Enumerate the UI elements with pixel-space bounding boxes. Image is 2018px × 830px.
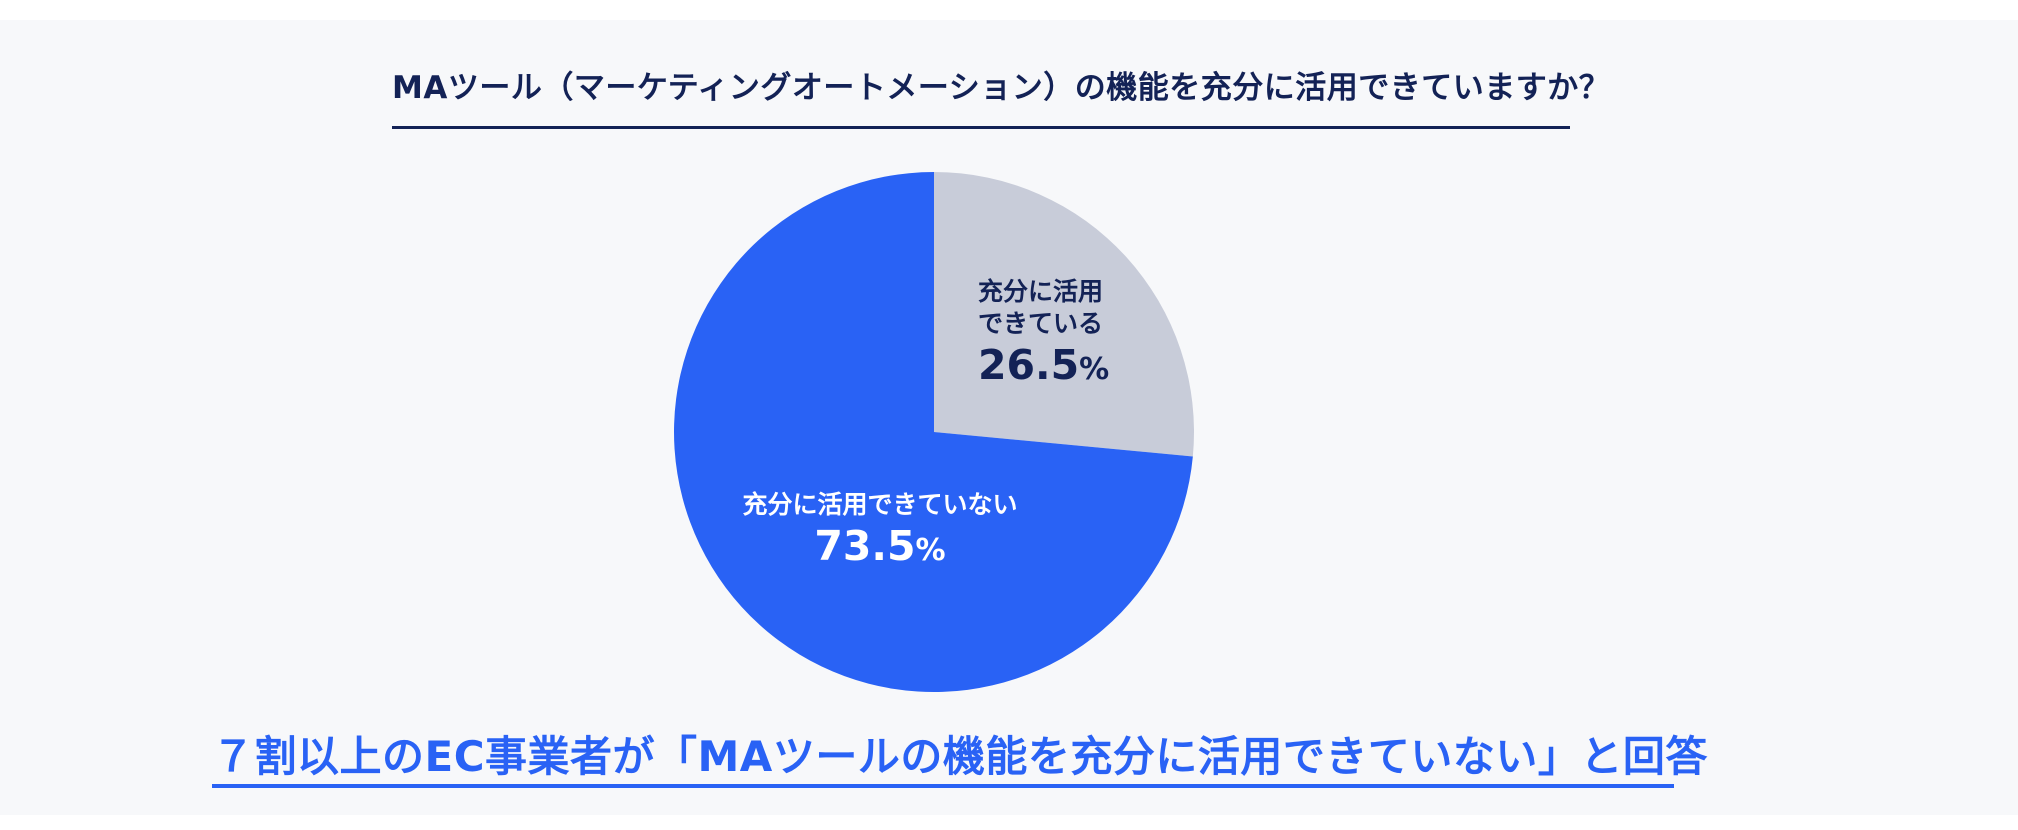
slice-value-unit: % xyxy=(915,533,946,568)
slice-label-not-using-fully: 充分に活用できていない 73.5% xyxy=(700,489,1060,576)
conclusion-underline xyxy=(212,784,1674,788)
chart-title: MAツール（マーケティングオートメーション）の機能を充分に活用できていますか？ xyxy=(392,70,1611,106)
pie-slice-not-using-fully xyxy=(674,172,1193,693)
slice-label-using-fully: 充分に活用 できている 26.5% xyxy=(978,276,1109,395)
slice-label-line: 充分に活用できていない xyxy=(742,490,1018,519)
slice-value-unit: % xyxy=(1079,352,1110,387)
slice-value: 73.5% xyxy=(700,521,1060,576)
slice-value: 26.5% xyxy=(978,340,1109,395)
conclusion-headline: ７割以上のEC事業者が「MAツールの機能を充分に活用できていない」と回答 xyxy=(212,732,1708,781)
pie-slice-using-fully xyxy=(934,172,1195,457)
title-underline xyxy=(392,126,1570,129)
slice-value-number: 73.5 xyxy=(814,522,916,570)
slice-label-line: できている xyxy=(978,309,1104,338)
slice-value-number: 26.5 xyxy=(978,341,1080,389)
slice-label-line: 充分に活用 xyxy=(978,277,1104,306)
